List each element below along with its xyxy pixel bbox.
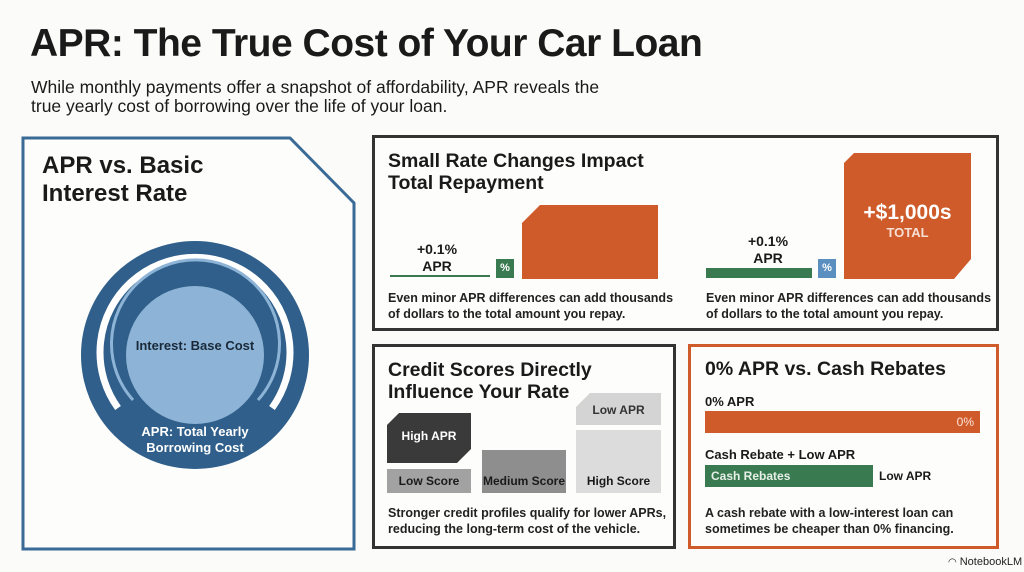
percent-icon: %	[818, 259, 836, 278]
right-unit: APR	[753, 250, 783, 266]
left-rate-line	[390, 275, 490, 277]
right-rate-label: +0.1% APR	[733, 233, 803, 267]
right-rate-bar	[706, 268, 812, 278]
rebate-caption: A cash rebate with a low-interest loan c…	[705, 506, 954, 536]
total-amount: +$1,000s	[863, 201, 952, 224]
high-apr-block	[387, 413, 471, 463]
left-unit: APR	[422, 258, 452, 274]
cash-rebates-bar: Cash Rebates	[705, 465, 873, 487]
medium-score-label: Medium Score	[482, 450, 566, 493]
apr-panel-title: APR vs. Basic Interest Rate	[42, 152, 204, 207]
right-total-block	[844, 153, 971, 279]
credit-caption: Stronger credit profiles qualify for low…	[388, 506, 667, 536]
right-caption: Even minor APR differences can add thous…	[706, 291, 992, 321]
notebooklm-logo-icon: ◠	[948, 556, 957, 568]
rebate-panel-title: 0% APR vs. Cash Rebates	[705, 358, 946, 380]
apr-circle-diagram	[81, 241, 309, 469]
rebate-label: Cash Rebate + Low APR	[705, 447, 856, 462]
low-apr-block	[576, 393, 661, 425]
credit-panel-title: Credit Scores Directly Influence Your Ra…	[388, 359, 592, 403]
page-title: APR: The True Cost of Your Car Loan	[30, 22, 703, 65]
notebooklm-brand: ◠ NotebookLM	[948, 556, 1022, 568]
rebate-panel	[688, 344, 999, 549]
percent-icon: %	[496, 259, 514, 278]
interest-base-cost-label: Interest: Base Cost	[135, 338, 255, 353]
left-delta: +0.1%	[416, 241, 458, 257]
right-delta: +0.1%	[747, 233, 789, 249]
low-score-label: Low Score	[387, 469, 471, 493]
high-apr-label: High APR	[401, 429, 457, 443]
zero-apr-bar: 0%	[705, 411, 980, 433]
high-score-label: High Score	[576, 430, 661, 493]
page-subtitle: While monthly payments offer a snapshot …	[31, 77, 600, 116]
left-rate-label: +0.1% APR	[402, 241, 472, 275]
zero-apr-label: 0% APR	[705, 394, 755, 409]
low-apr-label: Low APR	[592, 403, 645, 417]
rate-panel-title: Small Rate Changes Impact Total Repaymen…	[388, 150, 644, 194]
left-caption: Even minor APR differences can add thous…	[388, 291, 674, 321]
apr-total-cost-label: APR: Total Yearly Borrowing Cost	[141, 424, 249, 455]
left-total-block	[522, 205, 658, 279]
total-label: TOTAL	[886, 225, 929, 240]
brand-text: NotebookLM	[959, 556, 1023, 568]
low-apr-text: Low APR	[879, 469, 932, 483]
